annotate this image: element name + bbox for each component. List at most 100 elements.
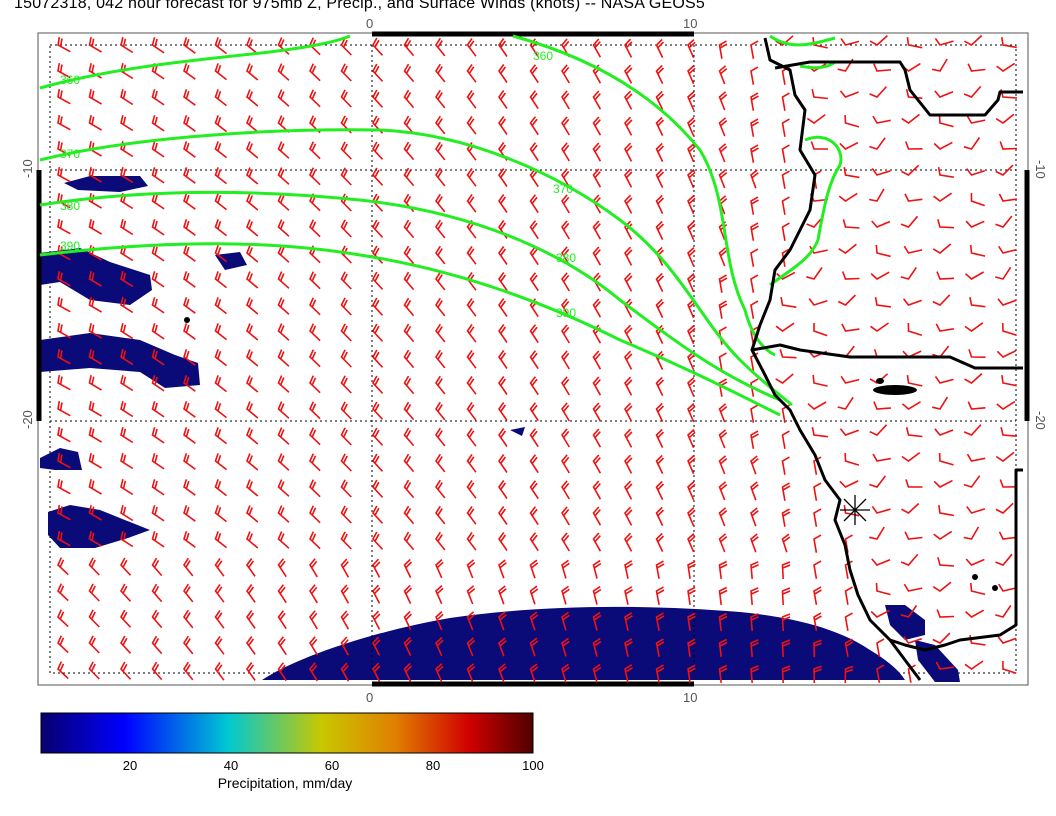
wind-barb <box>183 479 196 496</box>
wind-barb <box>750 507 759 527</box>
wind-barb <box>403 89 415 109</box>
wind-barb <box>183 193 196 210</box>
wind-barb <box>120 401 134 418</box>
wind-barb <box>340 401 352 420</box>
wind-barb <box>813 639 822 658</box>
wind-barb <box>529 90 539 110</box>
colorbar-tick: 40 <box>223 758 239 773</box>
colorbar-tick: 60 <box>324 758 340 773</box>
contour-labels: 360 360 370 370 380 380 390 390 <box>60 49 576 320</box>
wind-barb <box>120 427 134 444</box>
wind-barb <box>120 219 134 236</box>
wind-barb <box>151 245 165 262</box>
wind-barb <box>88 271 103 287</box>
wind-barb <box>687 65 696 85</box>
wind-barb <box>372 37 384 56</box>
wind-barb <box>963 424 982 436</box>
wind-barb <box>466 611 476 631</box>
precip-blob <box>510 427 525 436</box>
wind-barb <box>687 481 696 501</box>
wind-barb <box>750 561 759 579</box>
wind-barb <box>88 115 103 131</box>
wind-barb <box>277 141 290 159</box>
wind-barb <box>309 375 321 394</box>
wind-barb <box>246 37 259 55</box>
wind-barb <box>214 505 227 523</box>
wind-barb <box>435 219 446 239</box>
wind-barb <box>403 115 415 135</box>
wind-barb <box>870 609 890 618</box>
wind-barb <box>998 245 1017 254</box>
wind-barb <box>214 271 227 289</box>
wind-barb <box>529 142 539 162</box>
wind-barb <box>995 451 1015 462</box>
wind-barb <box>963 526 980 540</box>
wind-barb <box>57 583 69 602</box>
wind-barb <box>151 661 163 681</box>
wind-barb <box>529 611 539 631</box>
wind-barb <box>183 323 196 340</box>
wind-barb <box>624 454 633 474</box>
island <box>184 317 190 323</box>
wind-barb <box>687 221 696 241</box>
wind-barb <box>840 375 860 384</box>
wind-barb <box>435 297 446 317</box>
wind-barb <box>403 584 413 604</box>
wind-barb <box>750 274 759 293</box>
wind-barb <box>965 609 985 618</box>
wind-barb <box>214 115 227 133</box>
wind-barb <box>246 219 259 237</box>
wind-barb <box>687 560 696 579</box>
wind-barb <box>435 479 446 499</box>
wind-barb <box>435 427 446 447</box>
wind-barb <box>808 298 828 306</box>
wind-barb <box>903 583 923 592</box>
wind-barb <box>655 376 665 396</box>
wind-barb <box>843 166 860 179</box>
wind-barb <box>214 349 227 367</box>
wind-barb <box>970 193 985 207</box>
wind-barb <box>872 453 891 462</box>
wind-barb <box>57 348 71 365</box>
wind-barb <box>57 530 71 547</box>
wind-barb <box>655 506 665 526</box>
contour-label: 370 <box>553 182 573 196</box>
wind-barb <box>246 349 259 367</box>
wind-barb <box>655 638 665 657</box>
wind-barb <box>750 430 759 449</box>
wind-barb <box>592 90 602 110</box>
wind-barb <box>687 117 696 137</box>
wind-barb <box>498 246 508 265</box>
wind-barb <box>120 557 132 576</box>
wind-barb <box>750 92 759 111</box>
wind-barb <box>624 350 633 370</box>
wind-barb <box>655 90 665 110</box>
wind-barb <box>967 63 986 72</box>
wind-barb <box>995 266 1012 280</box>
wind-barb <box>372 610 381 630</box>
wind-barb <box>88 219 103 235</box>
wind-barb <box>372 349 384 368</box>
wind-barb <box>88 193 103 209</box>
wind-barb <box>435 611 444 631</box>
wind-barb <box>750 300 759 319</box>
wind-barb <box>655 168 665 188</box>
wind-barb <box>403 245 415 265</box>
wind-barb <box>936 271 955 280</box>
wind-barb <box>340 193 352 212</box>
wind-barb <box>965 558 985 566</box>
wind-barb <box>966 115 986 124</box>
wind-barb <box>183 427 196 444</box>
wind-barb <box>372 297 384 316</box>
wind-barb <box>466 167 477 187</box>
wind-barb <box>183 401 196 418</box>
wind-barb <box>466 401 477 421</box>
wind-barb <box>88 167 103 183</box>
wind-barb <box>839 141 859 150</box>
wind-barb <box>246 636 256 655</box>
wind-barb <box>964 660 984 670</box>
wind-barb <box>837 396 854 410</box>
wind-barb <box>403 636 413 656</box>
wind-barb <box>840 37 860 46</box>
wind-barb <box>466 375 477 395</box>
